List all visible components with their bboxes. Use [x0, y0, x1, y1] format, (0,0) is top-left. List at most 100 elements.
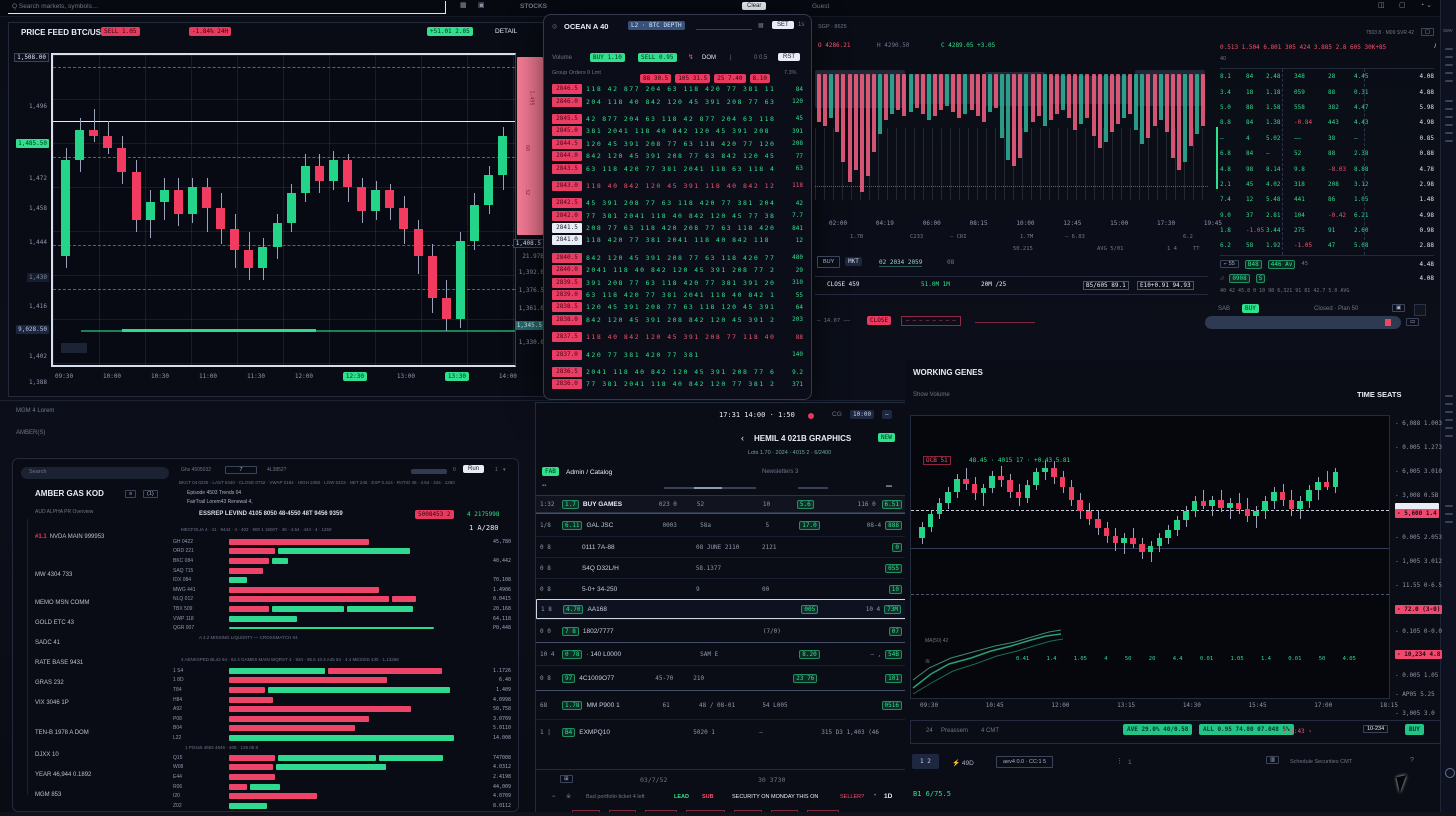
sidebar-item[interactable]: MEMO MSN COMM: [35, 591, 89, 609]
right-box-icon[interactable]: ▥: [1266, 756, 1280, 764]
log-row[interactable]: IDX 084 70,108: [173, 575, 513, 585]
log-row[interactable]: E44 2.4198: [173, 772, 513, 782]
lead-label[interactable]: LEAD: [674, 794, 689, 800]
more-pill[interactable]: —: [882, 410, 892, 419]
log-row[interactable]: MWG 441 1.4906: [173, 585, 513, 595]
order-book-row[interactable]: 2839.5 391 208 77 63 118 420 77 381 391 2…: [552, 276, 803, 288]
log-row[interactable]: SAQ 715: [173, 566, 513, 576]
view-icons[interactable]: ▪▪: [542, 483, 547, 489]
log-row[interactable]: 1 S4 1.1726: [173, 666, 513, 676]
time-pill[interactable]: 10:00: [850, 410, 875, 419]
status-item[interactable]: E10+0.91 94.93: [1137, 281, 1194, 290]
footer-red-timer[interactable]: 0 3:43 ›: [1283, 728, 1312, 735]
log-row[interactable]: QGR 007 P0,448: [173, 623, 513, 633]
newsletters-label[interactable]: Newsletters 3: [762, 469, 799, 475]
search-input[interactable]: Q Search markets, symbols…: [8, 1, 446, 14]
order-row[interactable]: 0 0 7 8 1802/7777 (7/0) 07: [536, 619, 906, 642]
dark-square[interactable]: [1414, 304, 1426, 316]
log-row[interactable]: Z02 8.0112: [173, 801, 513, 811]
show-volume-label[interactable]: Show Volume: [913, 392, 950, 398]
camera-icon[interactable]: ◫: [1378, 2, 1385, 9]
order-row[interactable]: 0 8 S4Q D32L/H 58.1377 055: [536, 557, 906, 578]
log-row[interactable]: A92 50,758: [173, 704, 513, 714]
log-row[interactable]: NLQ 012 0.0415: [173, 595, 513, 605]
watchlist-row[interactable]: 6.2 58 1.92 -1.05 47 5.08 2.88: [1220, 238, 1434, 253]
sidebar-item[interactable]: GOLD ETC 43: [35, 611, 74, 629]
slider-track-2[interactable]: [798, 487, 828, 489]
log-row[interactable]: BKC 084 40,442: [173, 556, 513, 566]
log-row[interactable]: T84 1.409: [173, 685, 513, 695]
order-book-row[interactable]: 2843.0 118 40 842 120 45 391 118 40 842 1…: [552, 180, 803, 192]
watchlist-row[interactable]: 8.1 84 2.48 348 28 4.45 4.08: [1220, 69, 1434, 84]
order-book-row[interactable]: 2845.0 381 2041 118 40 842 120 45 391 208…: [552, 125, 803, 137]
order-book-row[interactable]: 2837.5 118 40 842 120 45 391 208 77 118 4…: [552, 331, 803, 343]
watchlist-row[interactable]: 8.8 84 1.38 -0.84 443 4.43 4.98: [1220, 115, 1434, 130]
order-book-row[interactable]: 2844.0 842 120 45 391 208 77 63 842 120 4…: [552, 150, 803, 162]
help-icon[interactable]: ?: [1410, 757, 1414, 764]
order-row[interactable]: 1 8 4.70 AA168 005 10 4 73M: [536, 599, 906, 619]
close-alert-pill[interactable]: CLOSE: [867, 316, 892, 325]
watchlist-row[interactable]: 6.8 84 — 52 88 2.38 0.88: [1220, 146, 1434, 161]
order-row[interactable]: 10 4 0 78 · 140 L0000 SAM E 8.20 — , 54B: [536, 642, 906, 665]
footer-badge[interactable]: 0908: [1229, 273, 1250, 283]
log-row[interactable]: I20 4.0709: [173, 791, 513, 801]
watchlist-row[interactable]: 9.0 37 2.81 104 -0.42 6.21 4.98: [1220, 208, 1434, 223]
filter-badge[interactable]: 88 30.5: [640, 74, 672, 83]
filter-badge[interactable]: 8.10: [749, 74, 770, 83]
log-row[interactable]: TBX 509 20,168: [173, 604, 513, 614]
sidebar-item[interactable]: MW 4304 733: [35, 563, 72, 581]
footer-badge[interactable]: B48: [1244, 259, 1262, 269]
progress-box[interactable]: 7: [225, 466, 257, 474]
order-row[interactable]: 68 1.78 MM P900 1 61 48 / 08-01 54 L005 0516: [536, 690, 906, 719]
footer-badge[interactable]: 446 Av: [1267, 259, 1296, 269]
status-item[interactable]: B5/605 89.1: [1083, 281, 1129, 290]
order-book-row[interactable]: 2846.0 204 118 40 842 120 45 391 208 77 6…: [552, 95, 803, 107]
order-row[interactable]: 0 8 5-0+ 34-250 9 00 10: [536, 578, 906, 599]
order-book-row[interactable]: 2843.5 63 118 420 77 381 2041 118 63 118 …: [552, 162, 803, 174]
user-menu-icon[interactable]: ◔ ⌄: [1420, 2, 1433, 9]
order-book-row[interactable]: 2837.0 420 77 381 420 77 381 140: [552, 348, 803, 360]
buy-badge[interactable]: BUY 1.10: [590, 53, 625, 62]
sidebar-item[interactable]: VIX 3046 1P: [35, 691, 69, 709]
detail-candlestick-chart[interactable]: OCB 51 48.45 · 4015 17 · +0.43 5.81 MA(5…: [910, 415, 1390, 699]
order-row[interactable]: 1:32 1.7 BUY GAMES 023 0 52 10 5.6 116 0 6.51: [536, 495, 906, 513]
order-row[interactable]: 1/8 6.11 GAL JSC 0003 58a 5 17.0 08-4 888: [536, 513, 906, 536]
slash[interactable]: /: [1434, 44, 1436, 50]
run-button[interactable]: Run: [463, 465, 485, 473]
snowflake-icon[interactable]: ※: [566, 794, 572, 800]
filter-badge[interactable]: 105 31.5: [675, 74, 711, 83]
sub-label[interactable]: SUB: [702, 794, 714, 800]
order-row[interactable]: 0 8 0111 7A-88 08 JUNE 2110 2121 0: [536, 536, 906, 557]
log-row[interactable]: R06 44,009: [173, 782, 513, 792]
layout-grid-icon[interactable]: ▦: [758, 23, 764, 29]
order-book-row[interactable]: 2845.5 42 877 204 63 118 42 877 204 63 11…: [552, 113, 803, 125]
layout-toggle[interactable]: 1 2: [912, 754, 939, 769]
plan-box[interactable]: ▣: [1392, 304, 1406, 312]
reset-button[interactable]: RST: [778, 53, 800, 61]
minimize-icon[interactable]: ▬: [886, 483, 892, 489]
sidebar-item[interactable]: #1.1 NVDA MAIN 999953: [35, 525, 104, 543]
window-icon[interactable]: ▣: [478, 2, 485, 9]
log-row[interactable]: L22 14.008: [173, 733, 513, 743]
scrub-pill[interactable]: [1205, 316, 1401, 329]
buy-badge[interactable]: BUY: [1242, 304, 1259, 313]
log-row[interactable]: VWP 118 64,118: [173, 614, 513, 624]
log-row[interactable]: P08 3.0709: [173, 714, 513, 724]
watchlist-row[interactable]: 2.1 45 4.02 318 208 3.12 2.98: [1220, 177, 1434, 192]
back-chevron[interactable]: ‹: [741, 433, 744, 443]
volume-chart[interactable]: [815, 64, 1208, 214]
candlestick-chart[interactable]: [51, 53, 516, 367]
all-button[interactable]: ALL 0.95 74.80 07.048 5%: [1199, 724, 1294, 735]
slider-track[interactable]: [664, 487, 756, 489]
watchlist-row[interactable]: 4.8 98 8.14 9.8 -8.03 8.88 4.78: [1220, 161, 1434, 176]
order-book-row[interactable]: 2842.0 77 381 2041 118 40 842 120 45 77 3…: [552, 210, 803, 222]
mkt-button[interactable]: MKT: [845, 257, 862, 266]
footer-badge[interactable]: S: [1255, 273, 1266, 283]
dom-label[interactable]: DOM: [702, 55, 716, 61]
fab-badge[interactable]: FAB: [542, 467, 559, 476]
admin-catalog-label[interactable]: Admin / Catalog: [566, 469, 613, 476]
watchlist-row[interactable]: 7.4 12 5.48 441 86 1.05 1.48: [1220, 192, 1434, 207]
menu-box[interactable]: ≡: [125, 490, 137, 498]
watchlist-row[interactable]: 1.8 -1.05 3.44 275 91 2.60 0.98: [1220, 223, 1434, 238]
add-page-box[interactable]: ⊞: [560, 775, 573, 783]
